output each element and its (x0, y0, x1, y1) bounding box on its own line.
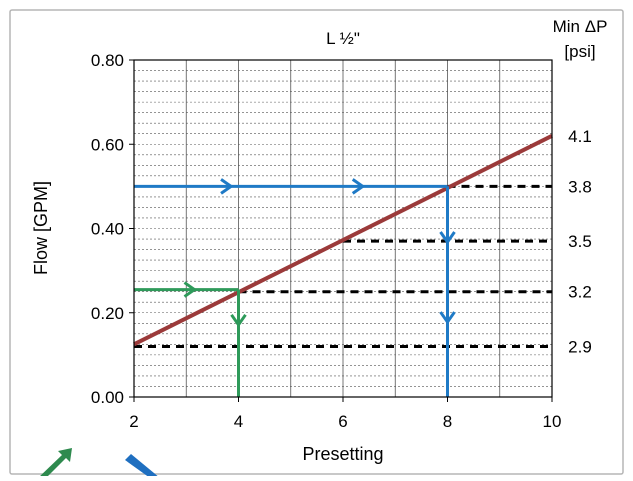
right-axis-label-top: Min ΔP (553, 17, 608, 36)
arrowhead-right (183, 281, 198, 298)
right-axis-level-label: 2.9 (568, 337, 592, 356)
x-tick-label: 10 (543, 412, 562, 431)
example-paths (134, 178, 456, 397)
x-axis-label: Presetting (302, 444, 383, 464)
y-tick-label: 0.00 (91, 388, 124, 407)
x-tick-label: 6 (338, 412, 347, 431)
arrowhead-down (439, 231, 456, 245)
y-tick-label: 0.60 (91, 135, 124, 154)
ticks: 2 4 6 8 10 0.00 0.20 0.40 0.60 0.80 (91, 51, 562, 431)
y-axis-label: Flow [GPM] (31, 181, 51, 275)
right-axis-level-label: 3.8 (568, 177, 592, 196)
arrowhead-down (230, 313, 247, 328)
y-tick-label: 0.80 (91, 51, 124, 70)
chart-title: L ½" (326, 29, 360, 48)
x-tick-label: 2 (129, 412, 138, 431)
x-tick-label: 4 (234, 412, 243, 431)
arrowhead-right (351, 178, 366, 195)
y-tick-label: 0.40 (91, 220, 124, 239)
series (133, 134, 553, 347)
series-line (133, 134, 553, 347)
x-tick-label: 8 (443, 412, 452, 431)
right-axis: 4.1 3.8 3.5 3.2 2.9 (568, 127, 592, 357)
arrowhead-right (220, 178, 234, 195)
right-axis-level-label: 3.5 (568, 232, 592, 251)
right-axis-label-bottom: [psi] (564, 42, 595, 61)
decorative-arrows (38, 448, 160, 480)
right-axis-level-label: 3.2 (568, 283, 592, 302)
chart-border (9, 9, 624, 475)
y-tick-label: 0.20 (91, 304, 124, 323)
arrowhead-down (439, 311, 456, 325)
right-axis-level-label: 4.1 (568, 127, 592, 146)
